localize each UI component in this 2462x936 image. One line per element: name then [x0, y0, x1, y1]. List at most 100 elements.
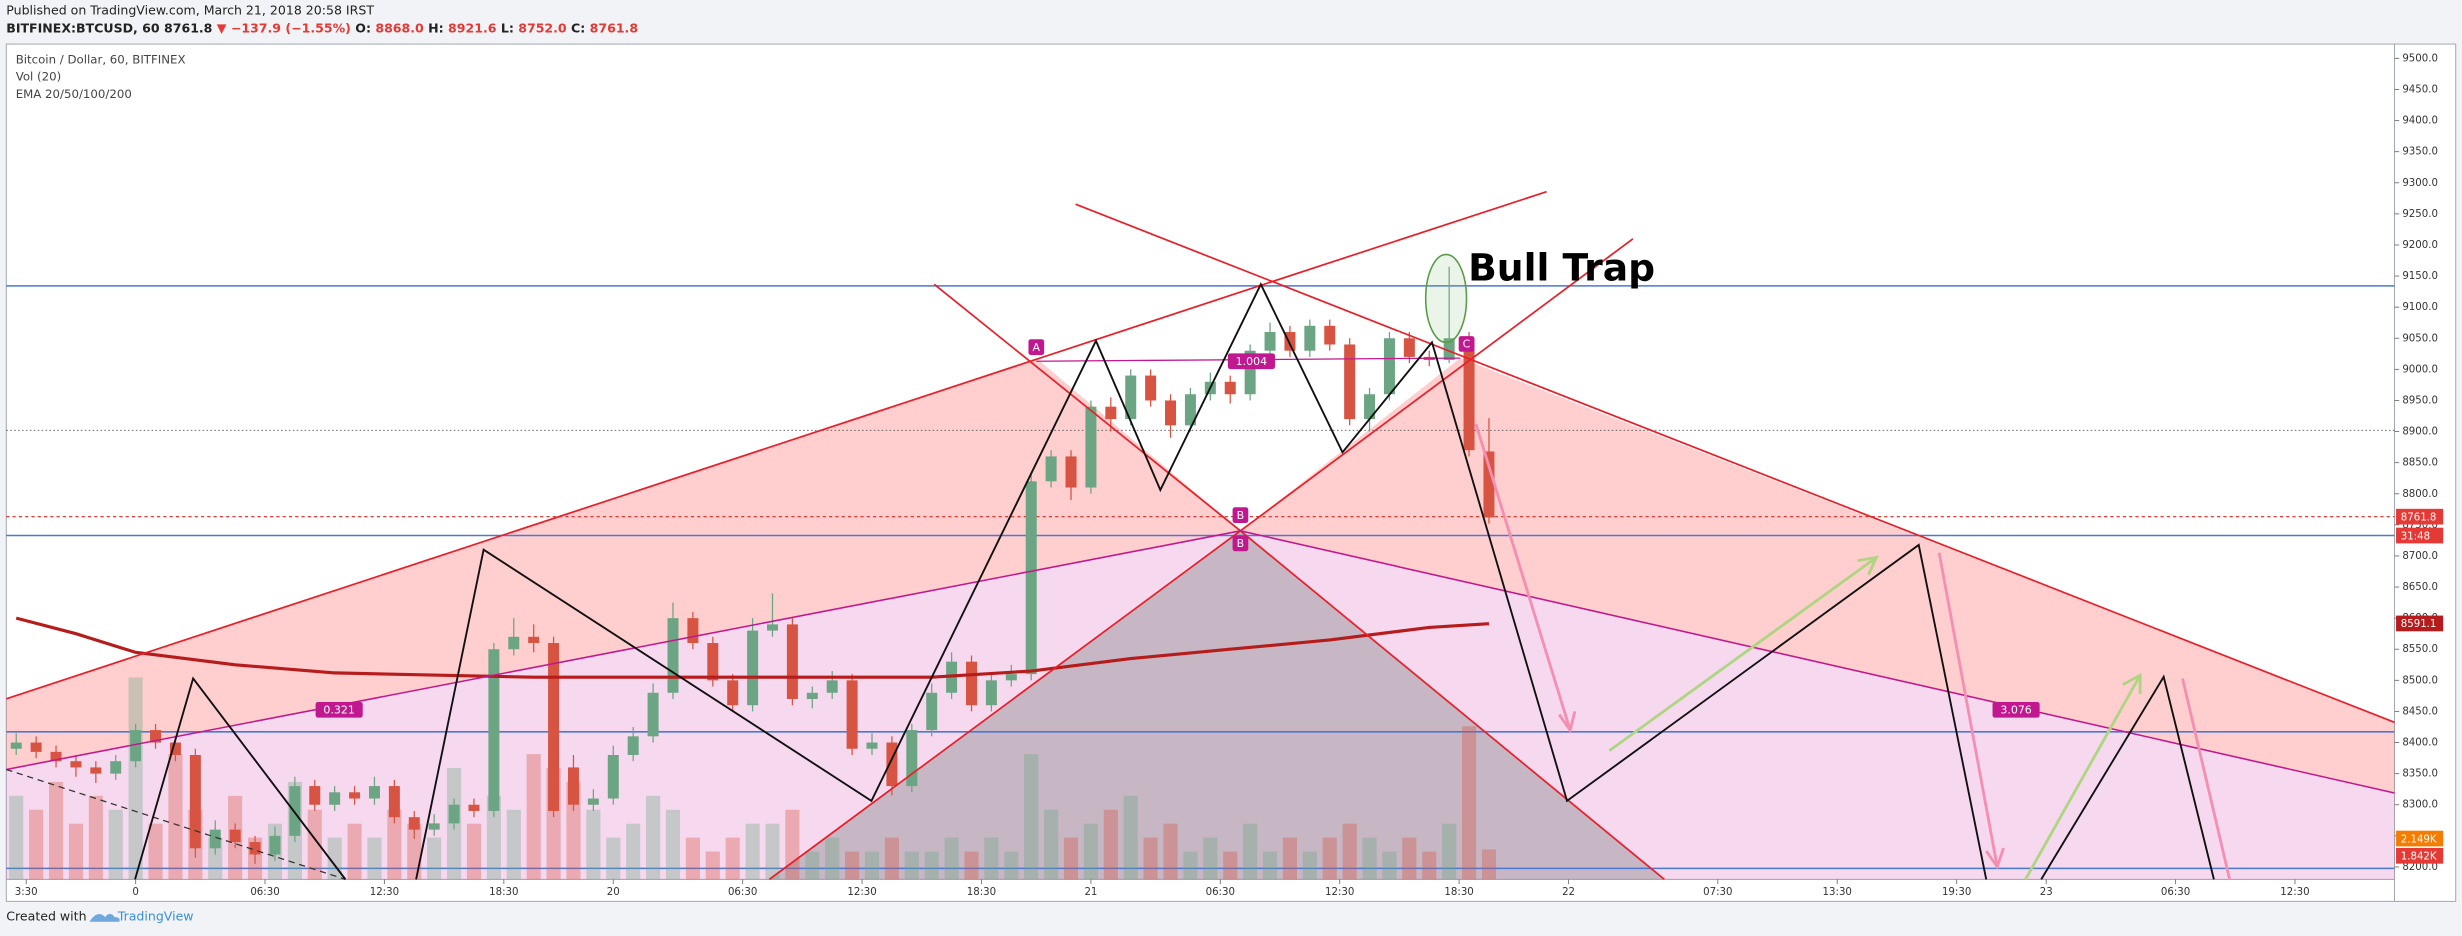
x-tick-label: 13:30	[1823, 887, 1852, 898]
ohlc-value: 8761.8	[590, 20, 638, 35]
candle-body	[508, 636, 520, 650]
indicator-label: EMA 20/50/100/200	[16, 87, 132, 101]
volume	[9, 677, 1497, 880]
red-zone	[1240, 358, 2395, 794]
labels: Published on TradingView.com, March 21, …	[6, 3, 2444, 924]
candle-body	[627, 736, 639, 755]
volume-bar	[665, 809, 681, 880]
volume-bar	[506, 809, 521, 880]
arrow-head	[1558, 711, 1577, 734]
candle-body	[985, 680, 997, 706]
y-tick-label: 8800.0	[2402, 489, 2438, 500]
ohlc-label: H:	[428, 20, 444, 35]
candle-body	[1105, 406, 1117, 420]
candle-body	[10, 742, 22, 749]
y-tick-label: 9150.0	[2402, 271, 2438, 282]
volume-bar	[1322, 837, 1337, 880]
volume-bar	[1103, 809, 1118, 880]
candle-body	[90, 767, 102, 774]
y-tick-label: 9200.0	[2402, 240, 2438, 251]
x-tick-label: 21	[1084, 887, 1097, 898]
candle-body	[1224, 381, 1236, 395]
volume-bar	[168, 754, 183, 880]
ohlc-label: L:	[501, 20, 514, 35]
price-label: 2.149K	[2401, 834, 2437, 845]
trend-line	[6, 283, 1265, 700]
drawings-back	[6, 285, 2395, 880]
candle-body	[150, 730, 162, 743]
candle-body	[767, 624, 778, 631]
candle-body	[1025, 481, 1037, 675]
volume-bar	[1481, 849, 1497, 880]
volume-bar	[1223, 851, 1238, 880]
candle-body	[647, 692, 659, 737]
trend-line	[1263, 190, 1547, 286]
volume-bar	[1262, 851, 1278, 880]
annotation-label: 3.076	[2000, 704, 2031, 717]
price-label-box	[2396, 615, 2444, 632]
y-tick-label: 9400.0	[2402, 116, 2438, 127]
annotation-box	[1458, 336, 1475, 352]
candle-body	[1463, 338, 1475, 451]
volume-bar	[108, 809, 123, 880]
candle-body	[1264, 332, 1276, 351]
candle-body	[607, 754, 619, 799]
candle-body	[1284, 332, 1296, 351]
candle-body	[349, 792, 361, 799]
x-tick-label: 12:30	[1325, 887, 1354, 898]
volume-bar	[586, 809, 601, 880]
x-tick-label: 19:30	[1942, 887, 1971, 898]
annotation-box	[315, 701, 363, 718]
candle-body	[786, 624, 798, 700]
y-tick-label: 9050.0	[2402, 333, 2438, 344]
volume-bar	[1282, 837, 1298, 880]
volume-bar	[486, 795, 501, 880]
candle-body	[388, 786, 400, 818]
volume-bar	[924, 851, 939, 880]
candle-body	[886, 742, 898, 787]
y-tick-label: 9350.0	[2402, 147, 2438, 158]
volume-bar	[1063, 837, 1079, 880]
y-tick-label: 8400.0	[2402, 738, 2438, 749]
volume-bar	[944, 837, 959, 880]
candle-body	[1005, 674, 1017, 681]
volume-bar	[765, 823, 780, 880]
annotation-box	[1992, 701, 2040, 718]
volume-bar	[1044, 809, 1059, 880]
candle-body	[1045, 456, 1057, 482]
volume-bar	[347, 823, 362, 880]
arrow-head	[2122, 672, 2142, 695]
volume-bar	[1302, 851, 1317, 880]
arrow	[1937, 552, 1999, 868]
candle-body	[1324, 325, 1336, 345]
volume-bar	[685, 837, 700, 880]
arrow-head	[1857, 555, 1879, 576]
candle-body	[448, 804, 460, 824]
annotation-box	[1232, 507, 1249, 523]
volume-bar	[1402, 837, 1417, 880]
x-tick-label: 3:30	[15, 887, 38, 898]
volume-bar	[466, 823, 482, 880]
candle-body	[826, 680, 838, 693]
candle-body	[488, 649, 500, 811]
arrow	[1474, 423, 1572, 731]
pink-zone	[6, 530, 2395, 880]
candle-body	[1125, 375, 1137, 420]
candle-body	[1165, 400, 1177, 426]
ohlc-value: 8752.0	[518, 20, 567, 35]
volume-bar	[785, 809, 800, 880]
x-tick-label: 23	[2040, 887, 2053, 898]
x-tick-label: 18:30	[1444, 887, 1473, 898]
annotation-label: 0.321	[323, 704, 354, 717]
price-label: 8761.8	[2401, 512, 2437, 523]
candle-body	[428, 823, 440, 830]
plot-frame	[5, 43, 2457, 902]
ohlc-label: O:	[355, 20, 371, 35]
annotation-label: B	[1237, 537, 1245, 550]
trend-line	[1239, 530, 1665, 881]
volume-bar	[1004, 851, 1019, 880]
candle-body	[866, 742, 878, 749]
y-tick-label: 8550.0	[2402, 644, 2438, 655]
dashed-line	[6, 768, 346, 880]
